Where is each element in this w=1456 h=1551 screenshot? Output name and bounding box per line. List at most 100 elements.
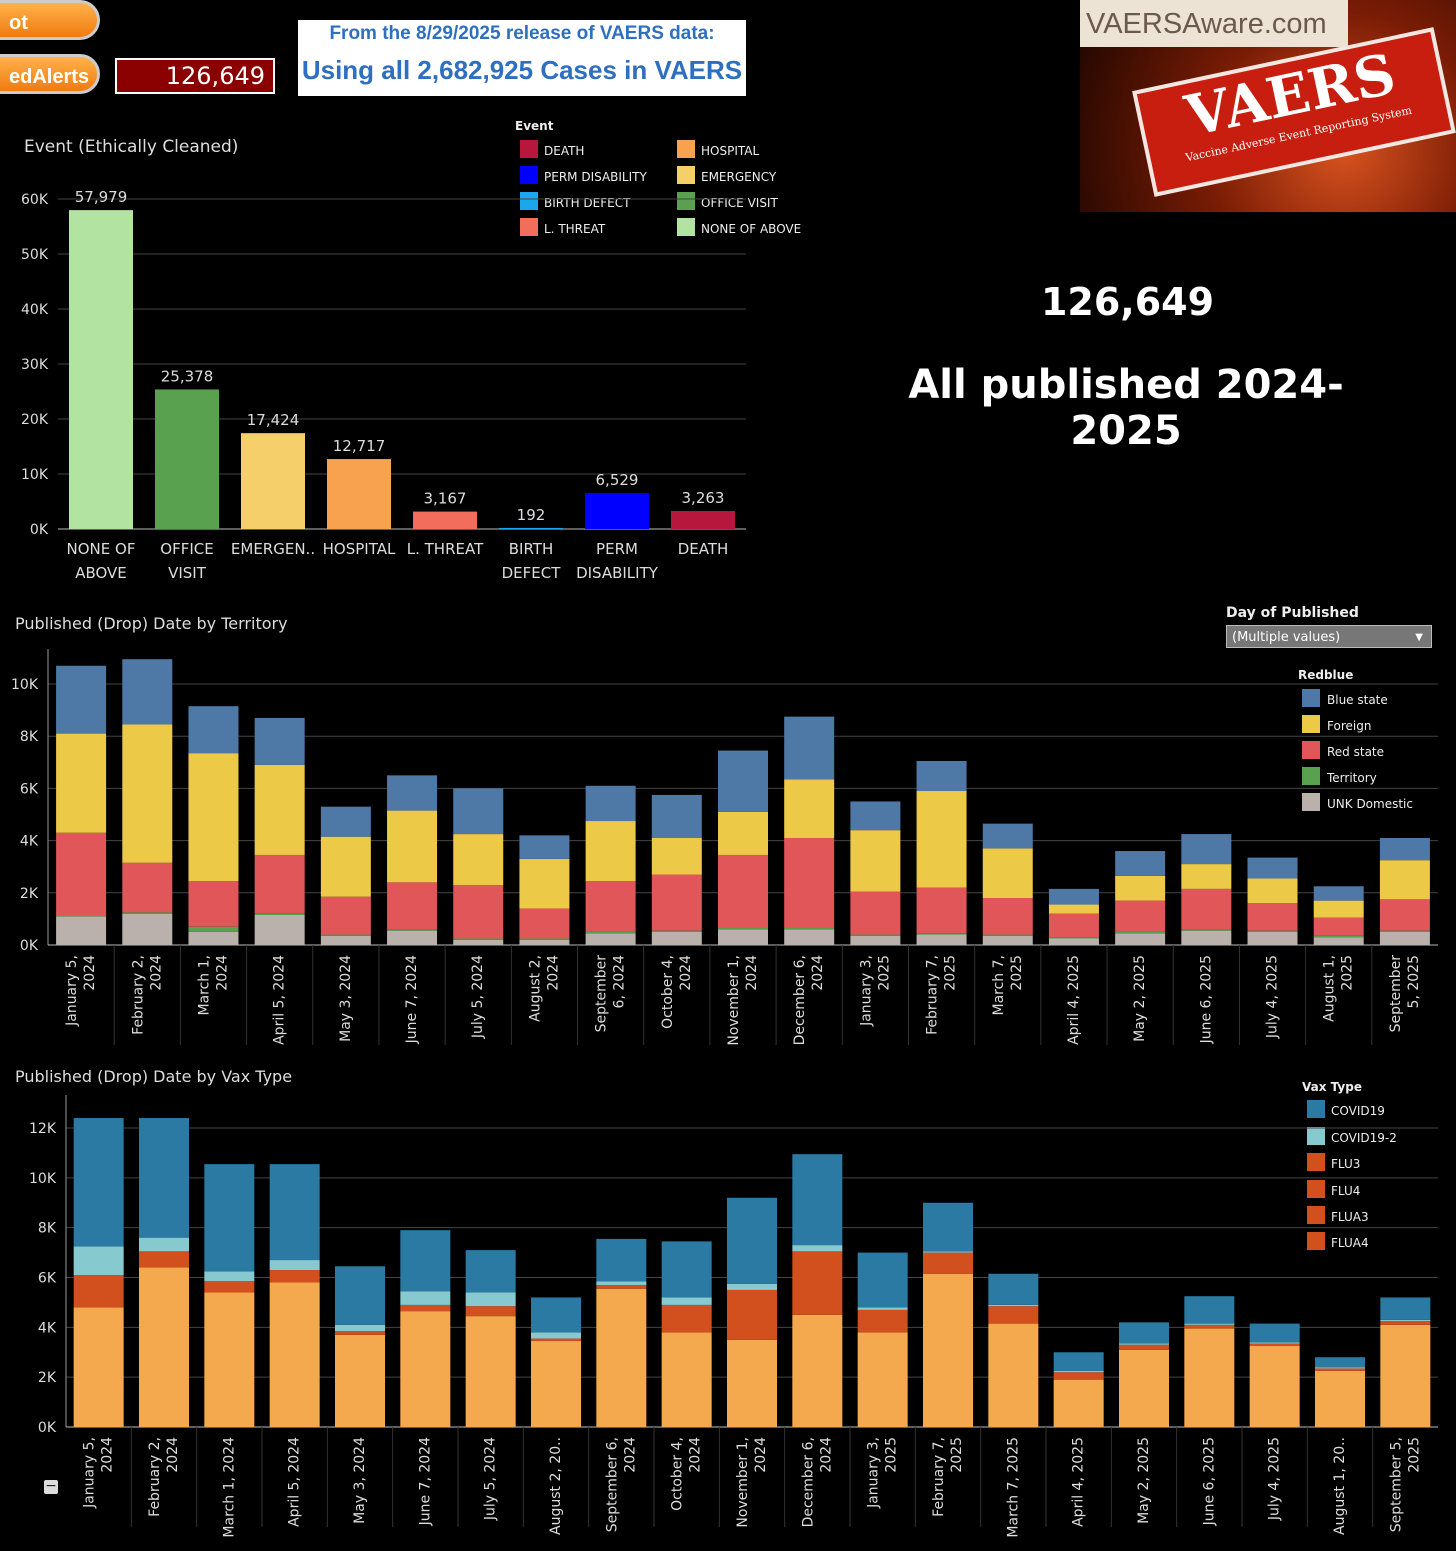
vaxtype-ytick-label: 2K (38, 1370, 57, 1386)
plot-details-button[interactable]: ot Details (0, 0, 100, 74)
vaxtype-bar-segment (1315, 1370, 1365, 1427)
vaxtype-bar-segment (335, 1331, 385, 1335)
territory-bar-segment (188, 753, 239, 882)
territory-bar-segment (718, 811, 768, 855)
legend-swatch-flua4 (1307, 1232, 1325, 1250)
territory-bar-segment (982, 848, 1033, 899)
vaxtype-category-label: January 5, (82, 1437, 98, 1509)
legend-swatch-birth-defect (520, 192, 538, 210)
territory-category-label: July 5, 2024 (470, 955, 486, 1039)
event-ytick-label: 0K (30, 522, 49, 538)
territory-bar-segment (1048, 888, 1099, 905)
published-day-dropdown[interactable]: (Multiple values) ▼ (1226, 625, 1432, 648)
vaxtype-bar-segment (988, 1273, 1039, 1305)
legend-item-territory: Territory (1327, 771, 1377, 785)
vaxtype-category-label: July 5, 2024 (483, 1437, 499, 1521)
territory-chart-title: Published (Drop) Date by Territory (15, 614, 288, 633)
vaxtype-bar-segment (204, 1271, 255, 1282)
territory-bar-segment (122, 724, 173, 863)
vaxtype-category-label: 2024 (753, 1437, 769, 1473)
vaxtype-bar-segment (139, 1237, 189, 1252)
vaxtype-bar-segment (400, 1304, 451, 1312)
territory-bar-segment (122, 912, 173, 914)
event-bar (499, 527, 563, 529)
territory-bar-segment (585, 881, 636, 932)
territory-bar-segment (1181, 864, 1232, 889)
vaxtype-ytick-label: 4K (38, 1320, 57, 1336)
filter-label: Day of Published (1226, 605, 1359, 621)
vaxtype-bar-segment (661, 1297, 712, 1305)
event-category-label: OFFICE (160, 540, 213, 558)
vaxtype-bar-segment (1380, 1319, 1431, 1322)
territory-category-label: July 4, 2025 (1265, 955, 1281, 1039)
vaxtype-bar-segment (204, 1292, 255, 1427)
vaxtype-category-label: November 1, (735, 1437, 751, 1528)
vaxtype-bar-segment (400, 1311, 451, 1427)
territory-category-label: September (1388, 955, 1404, 1033)
vaxtype-bar-segment (139, 1251, 189, 1268)
legend-swatch-none (677, 218, 695, 236)
vaxtype-category-label: 2025 (1406, 1437, 1422, 1473)
territory-bar-segment (519, 908, 570, 939)
vaxtype-bar-segment (1053, 1370, 1104, 1373)
vaxtype-bar-segment (73, 1118, 124, 1247)
event-ytick-label: 60K (21, 192, 49, 208)
vaxtype-bar-segment (727, 1283, 777, 1290)
territory-bar-segment (1379, 931, 1430, 945)
territory-bar-segment (453, 884, 504, 939)
event-bar (585, 493, 649, 529)
territory-bar-segment (519, 835, 570, 859)
territory-category-label: 2025 (876, 955, 892, 991)
summary-caption: All published 2024-2025 (908, 362, 1344, 454)
event-category-label: PERM (596, 540, 638, 558)
vaxtype-bar-segment (1053, 1352, 1104, 1371)
alerts-button[interactable]: edAlerts (0, 54, 100, 94)
territory-bar-segment (254, 913, 305, 915)
territory-bar-segment (916, 760, 967, 792)
legend-item-emergency: EMERGENCY (701, 170, 777, 184)
vaxtype-category-label: December 6, (800, 1437, 816, 1527)
vaxtype-ytick-label: 8K (38, 1221, 57, 1237)
territory-bar-segment (1247, 878, 1298, 904)
vaxtype-bar-segment (1249, 1342, 1300, 1344)
territory-bar-segment (718, 929, 768, 945)
event-bar-value-label: 57,979 (75, 188, 128, 206)
territory-bar-segment (1247, 930, 1298, 932)
chevron-down-icon: ▼ (1415, 632, 1423, 643)
territory-category-label: 6, 2024 (612, 955, 628, 1009)
territory-category-label: March 7, (991, 955, 1007, 1015)
territory-category-label: April 4, 2025 (1066, 955, 1082, 1045)
territory-bar-segment (651, 794, 702, 838)
territory-bar-segment (1313, 886, 1364, 901)
territory-bar-segment (1115, 851, 1166, 876)
territory-bar-segment (1379, 930, 1430, 932)
vaxtype-category-label: June 7, 2024 (417, 1437, 433, 1526)
vaxtype-bar-segment (1053, 1379, 1104, 1427)
vaxtype-bar-segment (1119, 1322, 1169, 1344)
vaxtype-bar-segment (857, 1332, 908, 1427)
territory-bar-segment (1247, 903, 1298, 931)
event-category-label: HOSPITAL (323, 540, 396, 558)
event-category-label: NONE OF (67, 540, 136, 558)
territory-bar-segment (651, 874, 702, 931)
vaxtype-bar-segment (400, 1230, 451, 1292)
territory-bar-segment (453, 834, 504, 885)
legend-swatch-flu3 (1307, 1153, 1325, 1171)
legend-swatch-red-state (1302, 741, 1320, 759)
territory-bar-segment (784, 837, 835, 929)
vaxtype-category-label: April 5, 2024 (287, 1437, 303, 1527)
vaxtype-category-label: 2024 (100, 1437, 116, 1473)
vaxtype-ytick-label: 0K (38, 1420, 57, 1436)
legend-swatch-emergency (677, 166, 695, 184)
event-bar-value-label: 6,529 (596, 471, 639, 489)
collapse-icon[interactable]: − (44, 1478, 58, 1494)
territory-bar-segment (1115, 875, 1166, 901)
territory-bar-segment (1048, 904, 1099, 914)
event-bar (671, 511, 735, 529)
vaxtype-bar-segment (1119, 1349, 1169, 1427)
vaxtype-bar-segment (988, 1323, 1039, 1427)
territory-bar-segment (916, 887, 967, 934)
territory-bar-segment (320, 806, 371, 837)
territory-bar-segment (254, 854, 305, 914)
